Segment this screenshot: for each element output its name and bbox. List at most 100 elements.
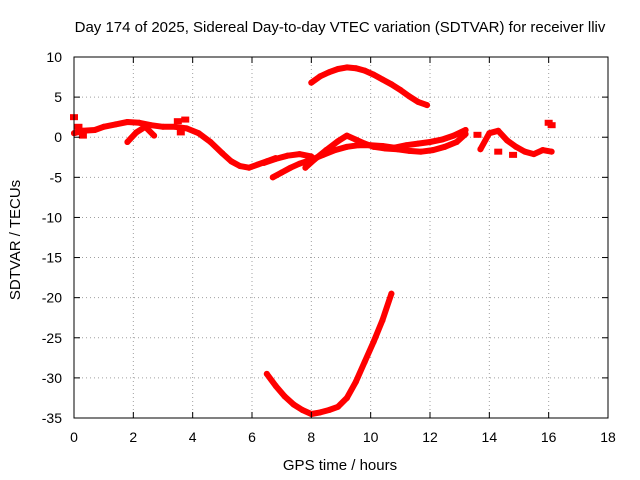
x-tick-label: 0 bbox=[70, 429, 78, 445]
x-axis-title: GPS time / hours bbox=[283, 457, 397, 474]
series-point bbox=[406, 147, 413, 154]
series-point bbox=[332, 147, 339, 154]
series-point bbox=[263, 370, 270, 377]
series-point bbox=[388, 290, 395, 297]
series-point bbox=[486, 130, 493, 137]
series-point bbox=[394, 146, 401, 153]
series-point bbox=[415, 98, 422, 105]
axis-ticks: 0 2 4 6 8 10 12 14 16 18 -35 -30 -25 -20 -15 -10 -5 0 5 10 bbox=[42, 49, 616, 445]
series-point bbox=[124, 118, 131, 125]
series-point bbox=[326, 406, 333, 413]
series-point bbox=[418, 148, 425, 155]
series-point bbox=[361, 67, 368, 74]
series-point bbox=[287, 164, 294, 171]
series-point bbox=[219, 150, 226, 157]
x-tick-label: 8 bbox=[307, 429, 315, 445]
series-point bbox=[290, 401, 297, 408]
series-point bbox=[171, 123, 178, 130]
series-point bbox=[494, 148, 503, 155]
series-point bbox=[397, 86, 404, 93]
series-point bbox=[424, 102, 431, 109]
series-point bbox=[403, 142, 410, 149]
series-point bbox=[335, 138, 342, 145]
y-tick-label: -35 bbox=[42, 410, 62, 426]
series-point bbox=[254, 161, 261, 168]
series-point bbox=[438, 136, 445, 143]
series-point bbox=[284, 152, 291, 159]
series-point bbox=[352, 378, 359, 385]
y-tick-label: -10 bbox=[42, 209, 62, 225]
series-point bbox=[370, 71, 377, 78]
series-point bbox=[136, 119, 143, 126]
series-point bbox=[173, 118, 182, 125]
series-point bbox=[361, 358, 368, 365]
series-point bbox=[181, 116, 190, 123]
series-point bbox=[370, 143, 377, 150]
series-point bbox=[335, 403, 342, 410]
series-point bbox=[530, 151, 537, 158]
series-point bbox=[317, 73, 324, 80]
series-point bbox=[379, 76, 386, 83]
x-tick-label: 6 bbox=[248, 429, 256, 445]
series-point bbox=[160, 123, 166, 130]
series-point bbox=[361, 140, 368, 147]
series-point bbox=[335, 66, 342, 73]
series-point bbox=[406, 93, 413, 100]
series-point bbox=[539, 147, 546, 154]
series-point bbox=[91, 127, 98, 134]
series-point bbox=[142, 123, 149, 130]
series-point bbox=[296, 151, 303, 158]
series-point bbox=[281, 393, 288, 400]
y-tick-label: 0 bbox=[54, 129, 62, 145]
series-point bbox=[299, 406, 306, 413]
series-point bbox=[382, 145, 389, 152]
series-point bbox=[269, 174, 276, 181]
x-tick-label: 2 bbox=[129, 429, 137, 445]
y-tick-label: -20 bbox=[42, 290, 62, 306]
series-point bbox=[100, 123, 107, 130]
plot-frame bbox=[73, 56, 609, 419]
series-point bbox=[124, 139, 131, 146]
series-point bbox=[74, 123, 83, 130]
y-tick-label: -25 bbox=[42, 330, 62, 346]
series-point bbox=[509, 151, 518, 158]
grid bbox=[74, 57, 608, 418]
series-point bbox=[260, 159, 267, 166]
series-point bbox=[370, 338, 377, 345]
series-point bbox=[343, 64, 350, 71]
series-point bbox=[343, 132, 350, 139]
series-point bbox=[450, 132, 457, 139]
series-point bbox=[427, 139, 433, 146]
series-point bbox=[453, 139, 460, 146]
series-point bbox=[246, 164, 253, 171]
series-point bbox=[441, 143, 448, 150]
series-point bbox=[296, 160, 303, 167]
series-point bbox=[521, 148, 528, 155]
series-point bbox=[148, 122, 155, 129]
series-point bbox=[548, 148, 555, 155]
y-axis-title: SDTVAR / TECUs bbox=[7, 180, 24, 300]
x-tick-label: 16 bbox=[541, 429, 557, 445]
x-tick-label: 10 bbox=[363, 429, 379, 445]
series-point bbox=[495, 127, 502, 134]
series-point bbox=[504, 137, 511, 144]
series-line-track-b bbox=[124, 123, 158, 145]
series-point bbox=[547, 122, 556, 129]
series-point bbox=[462, 131, 469, 138]
y-tick-label: 5 bbox=[54, 89, 62, 105]
series-point bbox=[326, 69, 333, 76]
series-point bbox=[388, 81, 395, 88]
series-point bbox=[272, 155, 279, 162]
series-point bbox=[133, 129, 140, 136]
series-point bbox=[237, 163, 244, 170]
series-point bbox=[352, 65, 359, 72]
series-point bbox=[352, 136, 359, 143]
series-point bbox=[176, 129, 185, 136]
series-line-track-e bbox=[302, 131, 469, 171]
series-point bbox=[379, 317, 386, 324]
series-point bbox=[302, 164, 309, 171]
y-tick-label: 10 bbox=[46, 49, 62, 65]
series-point bbox=[308, 79, 315, 86]
series-point bbox=[343, 394, 350, 401]
